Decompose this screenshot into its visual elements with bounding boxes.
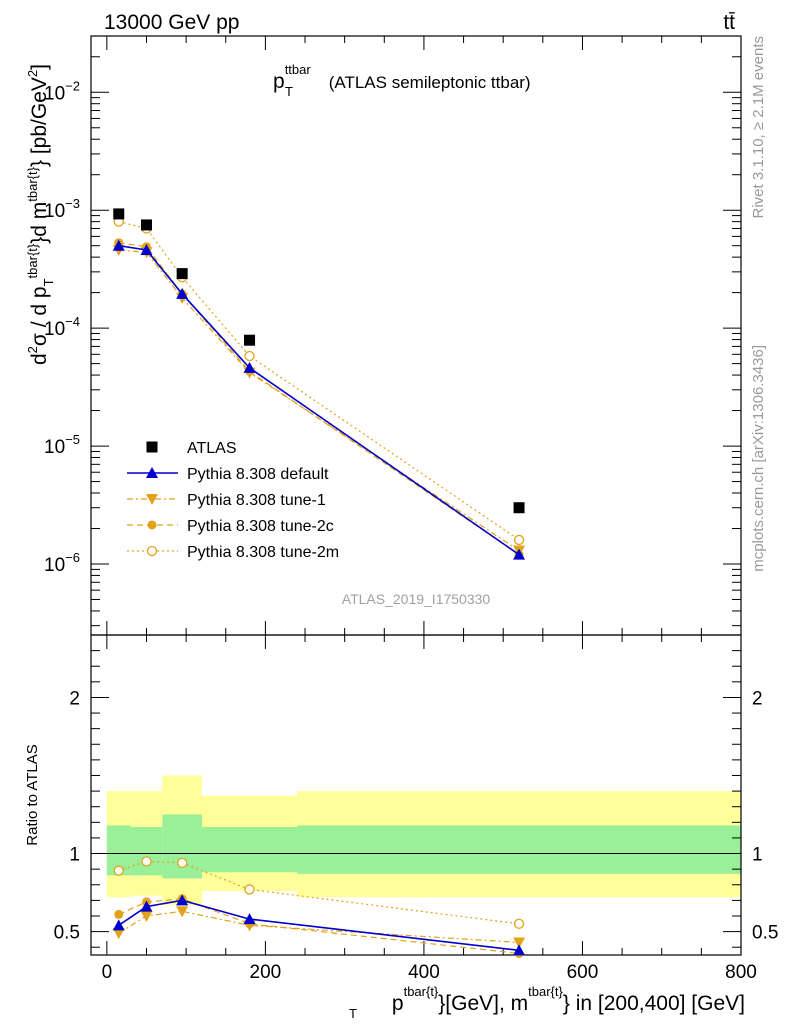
legend-marker: [146, 545, 158, 557]
ratio-series-point: [513, 944, 526, 956]
ratio-series-point: [141, 856, 152, 867]
ratio-band-inner: [201, 827, 298, 873]
top-series-point: [513, 534, 525, 546]
top-y-tick-label: 10−4: [44, 314, 80, 340]
top-ylabel: d2σ / d pTtbar{t}}d mtbar{t}} [pb/GeV2]: [25, 64, 56, 365]
atlas-data-point: [140, 219, 152, 231]
x-tick-label: 600: [567, 962, 599, 983]
top-series-line: [118, 221, 520, 541]
legend-marker: [147, 520, 157, 530]
top-series-point: [513, 548, 526, 560]
ratio-series-line: [118, 910, 520, 944]
ratio-y-tick-label: 1: [69, 845, 80, 866]
chart-title: pttbar T (ATLAS semileptonic ttbar): [273, 62, 531, 99]
ratio-y-tick-label-right: 0.5: [752, 923, 778, 944]
atlas-data-point: [513, 502, 525, 514]
ratio-y-tick-label: 2: [69, 688, 80, 709]
top-series-point: [140, 243, 153, 255]
ratio-series-point: [513, 918, 525, 929]
ratio-series-point: [114, 909, 124, 919]
top-y-tick-label: 10−5: [44, 432, 80, 458]
svg-text:d2σ / d pTtbar{t}}d mtbar{t}}: d2σ / d pTtbar{t}}d mtbar{t}} [pb/GeV2]: [25, 64, 56, 365]
x-tick-label: 0: [102, 962, 113, 983]
top-panel: 10−6 10−5 10−4 10−3 10−2: [44, 35, 742, 636]
legend: ATLAS Pythia 8.308 default Pythia 8.308 tu…: [127, 440, 339, 561]
ratio-series-point: [113, 865, 124, 876]
ratio-ylabel: Ratio to ATLAS: [24, 744, 41, 845]
ratio-series-point: [140, 900, 153, 912]
analysis-watermark: ATLAS_2019_I1750330: [342, 591, 491, 607]
ratio-series-point: [112, 919, 125, 931]
ratio-y-tick-label-right: 2: [752, 688, 763, 709]
ratio-y-tick-label: 0.5: [54, 923, 80, 944]
ratio-series-point: [140, 910, 153, 922]
top-series-point: [244, 350, 255, 362]
top-y-tick-label: 10−6: [44, 550, 80, 576]
ratio-series-point: [243, 913, 256, 925]
header-left: 13000 GeV pp: [104, 11, 239, 34]
ratio-series-point: [244, 884, 255, 895]
ratio-band-inner: [130, 827, 163, 876]
ratio-series-point: [176, 906, 189, 918]
x-tick-label: 800: [725, 962, 757, 983]
ratio-series-point: [177, 857, 188, 869]
top-y-tick-label: 10−3: [44, 196, 80, 222]
legend-label: Pythia 8.308 tune-1: [187, 492, 326, 509]
ratio-series-point: [176, 894, 189, 906]
mcplots-label: mcplots.cern.ch [arXiv:1306.3436]: [750, 345, 767, 572]
legend-label: Pythia 8.308 tune-2m: [187, 544, 339, 561]
ratio-band-inner: [297, 825, 741, 874]
legend-label: Pythia 8.308 tune-2c: [187, 518, 334, 535]
atlas-data-point: [113, 208, 125, 220]
top-series-point: [243, 361, 256, 373]
ratio-series-point: [513, 937, 526, 949]
xlabel: ptbar{t}}[GeV], mtbar{t}} in [200,400] […: [392, 984, 745, 1015]
legend-marker: [146, 441, 158, 453]
atlas-data-point: [244, 334, 256, 346]
legend-marker: [146, 494, 158, 505]
ratio-series-line: [118, 898, 520, 955]
x-tick-label: 200: [250, 962, 282, 983]
top-y-tick-label: 10−2: [44, 78, 80, 104]
ratio-panel: 0.5 0.5 1 1 2 2: [54, 634, 778, 958]
legend-marker: [146, 467, 158, 478]
ratio-band-inner: [106, 825, 131, 876]
legend-label: ATLAS: [187, 440, 237, 457]
ratio-y-tick-label-right: 1: [752, 845, 763, 866]
legend-label: Pythia 8.308 default: [187, 466, 329, 483]
xlabel-sub: T: [349, 1006, 357, 1021]
header-right: tt̄: [723, 11, 735, 34]
atlas-data-point: [176, 268, 188, 280]
x-tick-label: 400: [408, 962, 440, 983]
top-series-point: [176, 287, 189, 299]
ratio-series-point: [112, 928, 125, 940]
ratio-frame: [90, 634, 742, 956]
rivet-label: Rivet 3.1.10, ≥ 2.1M events: [750, 36, 767, 219]
top-series-point: [112, 239, 125, 251]
